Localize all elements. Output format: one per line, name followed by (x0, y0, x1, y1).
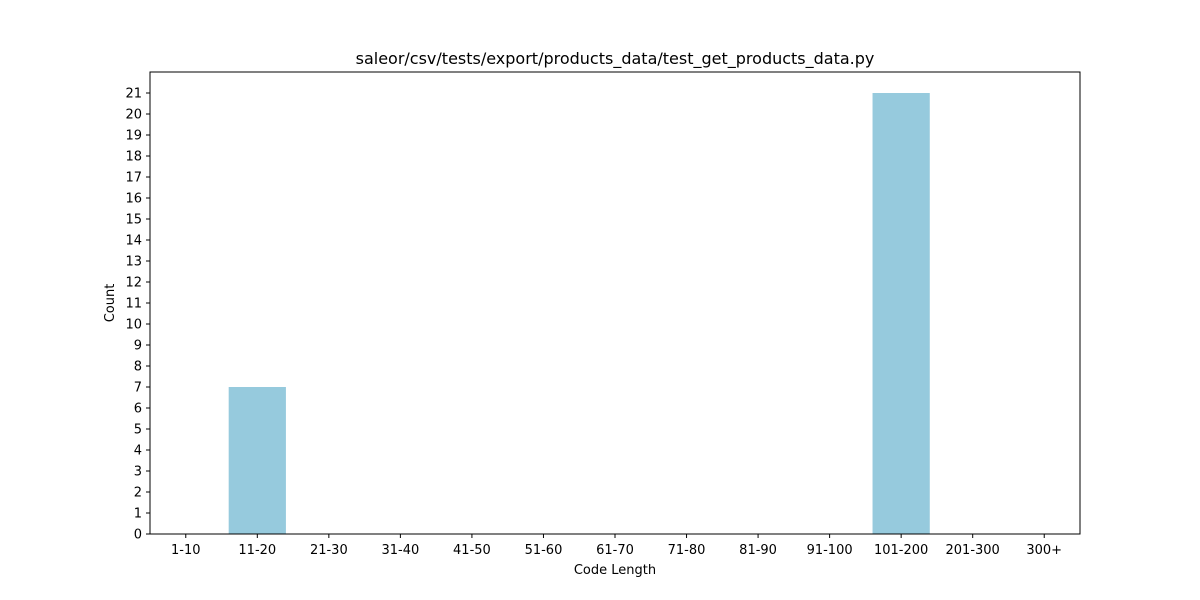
bar-11-20 (228, 387, 286, 534)
chart-title: saleor/csv/tests/export/products_data/te… (356, 49, 875, 69)
y-tick-label: 13 (125, 255, 142, 270)
x-tick-label: 300+ (1026, 543, 1062, 558)
y-tick-label: 0 (134, 528, 142, 543)
bar-101-200 (872, 93, 930, 534)
y-tick-label: 10 (125, 318, 142, 333)
y-tick-label: 11 (125, 297, 142, 312)
y-tick-label: 14 (125, 234, 142, 249)
y-tick-label: 1 (134, 507, 142, 522)
y-tick-label: 5 (134, 423, 142, 438)
x-tick-label: 61-70 (596, 543, 634, 558)
y-tick-label: 6 (134, 402, 142, 417)
y-tick-label: 3 (134, 465, 142, 480)
x-tick-label: 1-10 (171, 543, 201, 558)
x-axis-label: Code Length (574, 563, 656, 578)
y-tick-label: 17 (125, 171, 142, 186)
y-tick-label: 2 (134, 486, 142, 501)
y-tick-label: 18 (125, 150, 142, 165)
x-tick-label: 11-20 (238, 543, 276, 558)
x-tick-label: 101-200 (874, 543, 928, 558)
x-tick-label: 51-60 (525, 543, 563, 558)
y-tick-label: 7 (134, 381, 142, 396)
y-tick-label: 8 (134, 360, 142, 375)
y-tick-label: 9 (134, 339, 142, 354)
plot-area-frame (149, 71, 1081, 535)
x-tick-label: 31-40 (381, 543, 419, 558)
x-tick-label: 41-50 (453, 543, 491, 558)
y-axis-label: Count (103, 284, 118, 323)
y-tick-label: 4 (134, 444, 142, 459)
y-tick-label: 20 (125, 108, 142, 123)
x-tick-label: 21-30 (310, 543, 348, 558)
x-tick-label: 81-90 (739, 543, 777, 558)
bars-group (228, 93, 930, 534)
x-tick-label: 201-300 (946, 543, 1000, 558)
y-tick-label: 19 (125, 129, 142, 144)
y-tick-label: 12 (125, 276, 142, 291)
x-axis-ticks: 1-10 11-20 21-30 31-40 41-50 51-60 61-70 71-80 8… (171, 534, 1062, 558)
y-tick-label: 15 (125, 213, 142, 228)
y-tick-label: 21 (125, 87, 142, 102)
y-tick-label: 16 (125, 192, 142, 207)
x-tick-label: 91-100 (807, 543, 853, 558)
x-tick-label: 71-80 (668, 543, 706, 558)
